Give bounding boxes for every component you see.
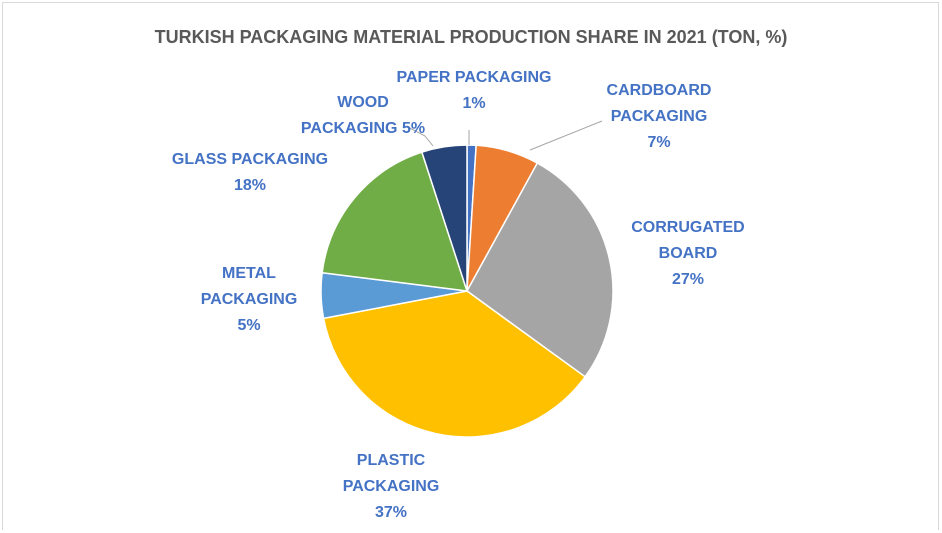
data-label-metal: METAL PACKAGING 5% xyxy=(201,265,298,334)
data-label-glass: GLASS PACKAGING 18% xyxy=(172,151,328,194)
data-label-paper: PAPER PACKAGING 1% xyxy=(397,69,552,112)
pie-slice-corrugated xyxy=(466,162,614,378)
pie-slice-plastic xyxy=(322,290,587,438)
leader-line-cardboard xyxy=(529,120,603,151)
data-label-corrugated: CORRUGATED BOARD 27% xyxy=(631,219,744,288)
leader-line-wood xyxy=(407,126,434,147)
pie-slice-glass xyxy=(321,151,469,292)
data-label-cardboard: CARDBOARD PACKAGING 7% xyxy=(607,82,712,151)
data-label-plastic: PLASTIC PACKAGING 37% xyxy=(343,452,440,521)
data-label-wood: WOOD PACKAGING 5% xyxy=(301,94,425,137)
chart-title: TURKISH PACKAGING MATERIAL PRODUCTION SH… xyxy=(154,27,788,47)
leader-lines xyxy=(407,120,603,151)
pie-slice-wood xyxy=(420,144,468,292)
data-labels: PAPER PACKAGING 1% CARDBOARD PACKAGING 7% COR… xyxy=(172,69,745,521)
pie-slices xyxy=(320,144,614,438)
